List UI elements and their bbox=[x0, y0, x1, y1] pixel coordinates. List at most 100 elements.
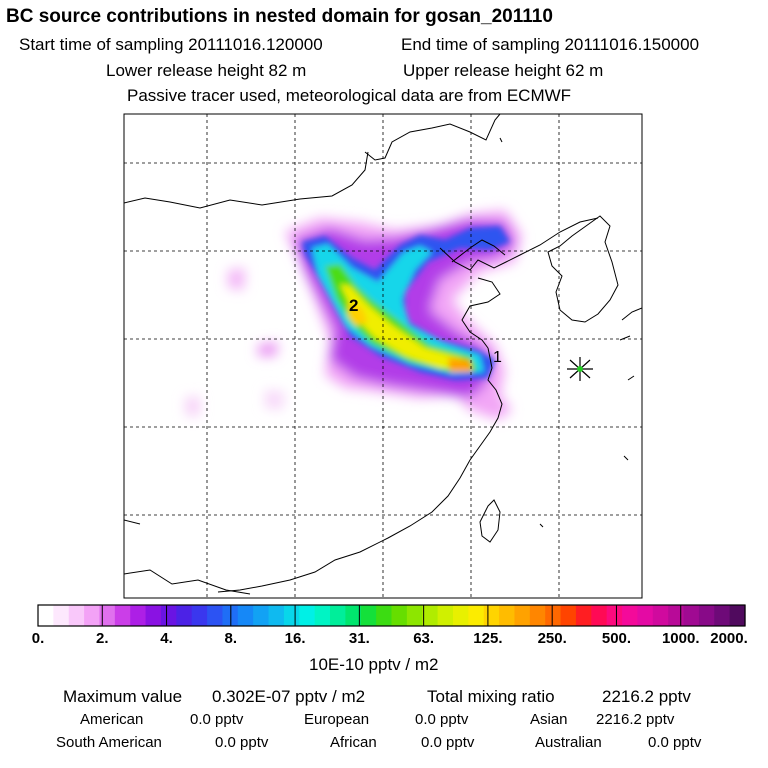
colorbar-segment bbox=[314, 605, 331, 626]
colorbar-segment bbox=[99, 605, 116, 626]
colorbar-tick-label: 2. bbox=[96, 630, 109, 647]
colorbar-tick-label: 1000. bbox=[661, 630, 700, 647]
colorbar-segment bbox=[683, 605, 700, 626]
colorbar-tick-label: 31. bbox=[348, 630, 370, 647]
colorbar-segment bbox=[591, 605, 608, 626]
border-south bbox=[124, 519, 251, 595]
colorbar-segment bbox=[160, 605, 177, 626]
colorbar-segment bbox=[145, 605, 162, 626]
colorbar-segment bbox=[606, 605, 623, 626]
colorbar bbox=[37, 604, 746, 627]
region-asian-label: Asian bbox=[530, 711, 568, 728]
plume-stray-1 bbox=[228, 268, 245, 290]
start-time: Start time of sampling 20111016.120000 bbox=[19, 35, 323, 54]
colorbar-segment bbox=[253, 605, 270, 626]
end-time: End time of sampling 20111016.150000 bbox=[401, 35, 700, 54]
colorbar-segment bbox=[637, 605, 654, 626]
colorbar-segment bbox=[268, 605, 285, 626]
colorbar-segment bbox=[714, 605, 731, 626]
colorbar-segment bbox=[360, 605, 377, 626]
plume-orange-core bbox=[348, 302, 368, 326]
colorbar-segment bbox=[729, 605, 746, 626]
colorbar-segment bbox=[207, 605, 224, 626]
plume-stray-2 bbox=[258, 342, 278, 356]
colorbar-segment bbox=[452, 605, 469, 626]
colorbar-segment bbox=[299, 605, 316, 626]
coastline-east-china bbox=[217, 347, 503, 593]
plume-stray-4 bbox=[265, 390, 285, 410]
plume-cyan bbox=[312, 244, 484, 374]
colorbar-segment bbox=[283, 605, 300, 626]
colorbar-tick-label: 4. bbox=[160, 630, 173, 647]
colorbar-segment bbox=[84, 605, 101, 626]
region-australian-value: 0.0 pptv bbox=[648, 734, 702, 751]
coastline-china bbox=[364, 114, 501, 161]
colorbar-segment bbox=[468, 605, 485, 626]
colorbar-segment bbox=[38, 605, 54, 626]
coastlines bbox=[124, 114, 642, 595]
upper-release-height: Upper release height 62 m bbox=[403, 61, 604, 80]
colorbar-segment bbox=[575, 605, 592, 626]
colorbar-tick-label: 63. bbox=[413, 630, 435, 647]
region-african-label: African bbox=[330, 734, 377, 751]
colorbar-segment bbox=[191, 605, 208, 626]
colorbar-segment bbox=[176, 605, 193, 626]
max-value: 0.302E-07 pptv / m2 bbox=[212, 687, 366, 706]
colorbar-segment bbox=[545, 605, 562, 626]
map-frame bbox=[123, 113, 643, 599]
receptor-marker bbox=[567, 357, 593, 381]
coastline-korea bbox=[547, 215, 619, 323]
colorbar-segment bbox=[560, 605, 577, 626]
plume-blue bbox=[302, 226, 510, 380]
region-american-label: American bbox=[80, 711, 144, 728]
colorbar-frame bbox=[37, 604, 746, 627]
marker-2-label: 2 bbox=[349, 296, 358, 315]
colorbar-segment bbox=[391, 605, 408, 626]
colorbar-tick-label: 8. bbox=[224, 630, 238, 647]
colorbar-segment bbox=[130, 605, 147, 626]
coastline-bohai-inner bbox=[451, 239, 506, 263]
region-australian-label: Australian bbox=[535, 734, 602, 751]
colorbar-unit: 10E-10 pptv / m2 bbox=[309, 655, 439, 674]
coastline-taiwan bbox=[479, 499, 501, 543]
colorbar-tick-label: 500. bbox=[601, 630, 632, 647]
coastline-shandong bbox=[461, 277, 501, 349]
colorbar-segment bbox=[698, 605, 715, 626]
colorbar-tick-label: 16. bbox=[284, 630, 306, 647]
border-north bbox=[124, 151, 369, 209]
region-european-label: European bbox=[304, 711, 370, 728]
marker-1-label: 1 bbox=[493, 349, 502, 366]
total-mixing-ratio-label: Total mixing ratio bbox=[427, 687, 555, 706]
colorbar-segment bbox=[483, 605, 500, 626]
colorbar-segment bbox=[499, 605, 516, 626]
coastline-bohai bbox=[439, 217, 599, 271]
colorbar-segment bbox=[652, 605, 669, 626]
chart-title: BC source contributions in nested domain… bbox=[6, 6, 553, 27]
total-mixing-ratio-value: 2216.2 pptv bbox=[602, 687, 691, 706]
grid bbox=[124, 114, 642, 598]
max-value-label: Maximum value bbox=[63, 687, 183, 706]
colorbar-segment bbox=[529, 605, 546, 626]
colorbar-segment bbox=[422, 605, 439, 626]
region-european-value: 0.0 pptv bbox=[415, 711, 469, 728]
coastline-japan bbox=[619, 307, 642, 381]
region-american-value: 0.0 pptv bbox=[190, 711, 244, 728]
colorbar-segment bbox=[437, 605, 454, 626]
tracer-note: Passive tracer used, meteorological data… bbox=[127, 86, 572, 105]
plume-stray-3 bbox=[185, 396, 200, 416]
plume-orange bbox=[448, 358, 472, 372]
colorbar-segment bbox=[668, 605, 685, 626]
region-african-value: 0.0 pptv bbox=[421, 734, 475, 751]
colorbar-segment bbox=[53, 605, 70, 626]
colorbar-tick-label: 0. bbox=[31, 630, 45, 647]
colorbar-segment bbox=[406, 605, 423, 626]
colorbar-segment bbox=[622, 605, 639, 626]
colorbar-segment bbox=[514, 605, 531, 626]
colorbar-segment bbox=[330, 605, 346, 626]
colorbar-tick-label: 2000. bbox=[710, 630, 748, 647]
colorbar-segment bbox=[114, 605, 131, 626]
colorbar-tick-label: 125. bbox=[473, 630, 503, 647]
region-south-american-label: South American bbox=[56, 734, 162, 751]
region-asian-value: 2216.2 pptv bbox=[596, 711, 675, 728]
colorbar-segment bbox=[237, 605, 254, 626]
